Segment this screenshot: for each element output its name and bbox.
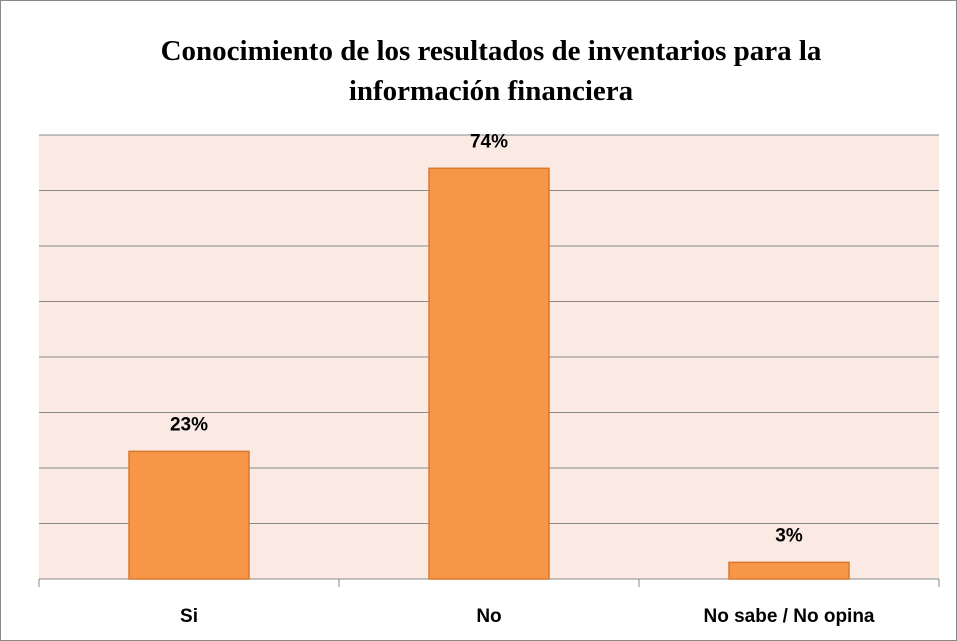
bar <box>128 450 250 580</box>
x-tick-label: No <box>476 606 501 627</box>
x-tick-label: Si <box>180 606 198 627</box>
chart-title: Conocimiento de los resultados de invent… <box>160 35 822 107</box>
data-label: 23% <box>170 414 208 435</box>
x-tick-label: No sabe / No opina <box>703 606 874 627</box>
data-label: 3% <box>775 525 803 546</box>
data-label: 74% <box>470 131 508 152</box>
bar <box>728 561 850 580</box>
bar <box>428 167 550 580</box>
